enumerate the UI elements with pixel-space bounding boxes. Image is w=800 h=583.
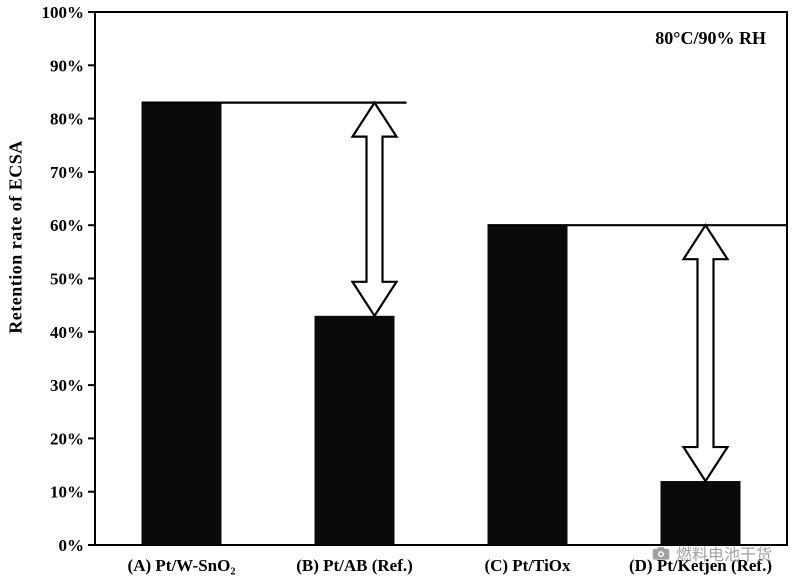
x-tick-label: (B) Pt/AB (Ref.) (296, 556, 413, 575)
y-axis-title: Retention rate of ECSA (5, 140, 26, 334)
y-tick-label: 90% (50, 56, 84, 75)
camera-icon (652, 547, 670, 560)
difference-arrow (681, 223, 730, 484)
bar (314, 315, 395, 545)
x-tick-label: (C) Pt/TiOx (484, 556, 571, 575)
watermark: 燃料电池干货 (651, 541, 772, 565)
y-tick-label: 60% (50, 216, 84, 235)
bar (487, 225, 568, 545)
y-tick-label: 30% (50, 376, 84, 395)
y-tick-label: 40% (50, 323, 84, 342)
y-tick-label: 20% (50, 429, 84, 448)
y-tick-label: 0% (59, 536, 85, 555)
y-tick-label: 70% (50, 163, 84, 182)
bar (660, 481, 741, 545)
y-tick-label: 100% (42, 3, 85, 22)
y-tick-label: 80% (50, 110, 84, 129)
x-tick-label: (D) Pt/Ketjen (Ref.) (629, 556, 772, 575)
condition-annotation: 80°C/90% RH (655, 28, 766, 48)
y-tick-label: 50% (50, 270, 84, 289)
x-tick-label: (A) Pt/W-SnO₂ (128, 556, 236, 575)
difference-arrow (350, 100, 399, 318)
watermark-text: 燃料电池干货 (675, 545, 772, 564)
bar (141, 102, 222, 546)
y-tick-label: 10% (50, 483, 84, 502)
